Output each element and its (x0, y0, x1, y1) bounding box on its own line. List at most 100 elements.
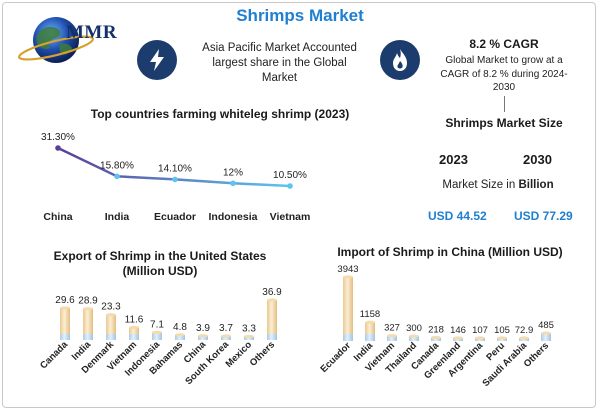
line-point (287, 183, 293, 189)
bar-value-label: 28.9 (78, 296, 98, 307)
bar-value-label: 3.3 (242, 323, 256, 334)
bar-value-label: 23.3 (101, 302, 121, 313)
line-value-label: 15.80% (100, 160, 134, 171)
line-category-label: India (105, 211, 130, 223)
bar-category-label: Mexico (224, 339, 255, 370)
bar-value-label: 4.8 (173, 322, 187, 333)
line-category-label: Ecuador (154, 211, 196, 223)
bar (129, 327, 139, 334)
bar-base (343, 334, 353, 341)
bar-base (431, 337, 441, 341)
cagr-connector (504, 96, 505, 112)
year-start: 2023 (439, 152, 468, 167)
line-point (230, 180, 236, 187)
import-chart-title: Import of Shrimp in China (Million USD) (337, 245, 563, 259)
export-chart-title: Export of Shrimp in the United States (M… (53, 249, 267, 278)
bar (106, 314, 116, 334)
infographic-frame (2, 2, 596, 408)
bar (365, 322, 375, 334)
market-value-start: USD 44.52 (428, 209, 487, 223)
bar-value-label: 7.1 (150, 319, 164, 330)
bar-cap (453, 336, 463, 340)
bar-category-label: Ecuador (318, 340, 353, 375)
bar-value-label: 218 (428, 324, 444, 335)
lightning-bolt-icon (137, 40, 177, 80)
bar-cap (519, 336, 529, 340)
bar-cap (267, 298, 277, 302)
line-chart: 31.30% China 15.80% India 14.10% Ecuador 12% In… (41, 132, 311, 223)
bar-cap (475, 336, 485, 340)
bar-cap (431, 335, 441, 340)
bar-base (175, 334, 185, 340)
bar-cap (497, 336, 507, 340)
market-value-end: USD 77.29 (514, 209, 573, 223)
bar-base (244, 336, 254, 340)
bar-base (409, 336, 419, 341)
line-category-label: Indonesia (208, 211, 257, 223)
bar-cap (175, 333, 185, 337)
bar-cap (106, 313, 116, 317)
bar-category-label: Others (248, 339, 277, 368)
line-value-label: 31.30% (41, 132, 75, 143)
bar-value-label: 3.7 (219, 323, 233, 334)
bar-cap (221, 334, 231, 338)
bar-cap (409, 334, 419, 338)
bar-value-label: 11.6 (125, 314, 144, 325)
bar-base (198, 335, 208, 340)
bar-cap (83, 307, 93, 311)
bar-value-label: 3943 (337, 264, 358, 275)
bar-value-label: 1158 (360, 309, 380, 320)
bar-base (387, 335, 397, 341)
bar-value-label: 29.6 (55, 295, 75, 306)
bar-value-label: 107 (472, 325, 488, 336)
bar-value-label: 146 (450, 325, 466, 336)
market-size-label-prefix: Market Size in (442, 179, 519, 191)
bar-base (106, 334, 116, 340)
bar-base (365, 334, 375, 341)
bar-cap (541, 331, 551, 335)
bar-cap (244, 334, 254, 339)
market-size-label: Market Size in Billion (418, 179, 578, 191)
bar-value-label: 485 (538, 320, 554, 331)
line-point (114, 173, 120, 180)
bar-cap (60, 306, 70, 310)
line-value-label: 10.50% (273, 170, 307, 181)
bar-value-label: 105 (494, 325, 510, 336)
bar-category-label: Others (522, 340, 551, 369)
bar (267, 300, 277, 334)
line-point (55, 145, 61, 151)
import-bar-chart: 3943Ecuador1158India327Vietnam300Thailan… (318, 264, 554, 389)
bar-base (541, 334, 551, 341)
bar-base (129, 334, 139, 340)
bar-cap (387, 334, 397, 338)
bar-value-label: 3.9 (196, 323, 210, 334)
line-category-label: China (43, 211, 72, 223)
bar-base (60, 334, 70, 340)
line-chart-title: Top countries farming whiteleg shrimp (2… (90, 107, 350, 121)
bar-value-label: 72.9 (515, 325, 534, 336)
bar-cap (152, 330, 162, 334)
bar-value-label: 300 (406, 323, 422, 334)
bar-base (267, 334, 277, 340)
line-value-label: 12% (223, 167, 243, 178)
bar (60, 307, 70, 334)
bar-base (221, 335, 231, 340)
bar-cap (198, 334, 208, 338)
bar (83, 308, 93, 334)
bar-value-label: 327 (384, 323, 400, 334)
market-size-title: Shrimps Market Size (445, 116, 563, 130)
line-value-label: 14.10% (158, 163, 192, 174)
bar-category-label: Canada (38, 339, 71, 372)
market-size-label-unit: Billion (518, 179, 554, 191)
line-point (172, 176, 178, 183)
year-end: 2030 (523, 152, 552, 167)
bar-cap (365, 320, 375, 324)
asia-pacific-info: Asia Pacific Market Accounted largest sh… (202, 42, 357, 84)
bar-cap (343, 275, 353, 279)
bar-base (152, 334, 162, 340)
bar-value-label: 36.9 (262, 287, 282, 298)
page-title: Shrimps Market (236, 6, 364, 25)
line-category-label: Vietnam (270, 211, 311, 223)
bar-base (83, 334, 93, 340)
export-bar-chart: 29.6Canada28.9India23.3Denmark11.6Vietna… (38, 287, 282, 387)
